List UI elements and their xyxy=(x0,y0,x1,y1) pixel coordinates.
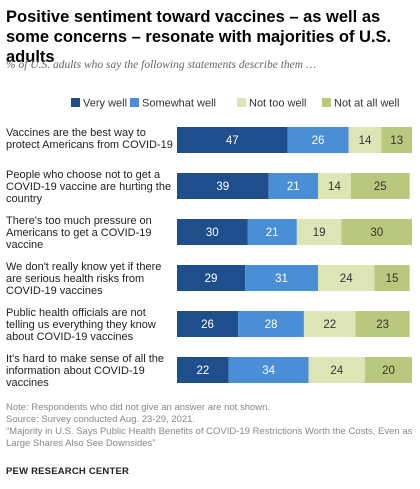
data-label: 22 xyxy=(323,319,336,331)
data-label: 23 xyxy=(376,319,389,331)
bar-segment xyxy=(296,219,342,245)
chart-subtitle: % of U.S. adults who say the following s… xyxy=(6,59,317,71)
bar-segment xyxy=(177,357,229,383)
bar-segment xyxy=(348,127,382,153)
category-label: People who choose not to get a COVID-19 v… xyxy=(6,169,171,205)
data-label: 34 xyxy=(262,365,275,377)
legend-label: Somewhat well xyxy=(142,98,216,110)
data-label: 20 xyxy=(382,365,395,377)
data-label: 24 xyxy=(340,273,353,285)
data-label: 29 xyxy=(205,273,218,285)
data-label: 22 xyxy=(196,365,209,377)
bar-segment xyxy=(228,357,309,383)
bar-segment xyxy=(247,219,297,245)
data-label: 30 xyxy=(370,227,383,239)
bar-segment xyxy=(287,127,349,153)
bar-segment xyxy=(308,357,365,383)
data-label: 28 xyxy=(265,319,278,331)
bar-segment xyxy=(318,173,351,199)
footer-report: “Majority in U.S. Says Public Health Ben… xyxy=(6,426,413,449)
bar-segment xyxy=(350,173,410,199)
legend-label: Very well xyxy=(83,98,127,110)
stacked-bar-chart: Very well Somewhat well Not too well Not at… xyxy=(6,98,412,389)
chart-title: Positive sentiment toward vaccines – as … xyxy=(6,8,392,66)
bar-segment xyxy=(303,311,356,337)
data-label: 21 xyxy=(266,227,279,239)
data-label: 14 xyxy=(328,181,341,193)
data-label: 25 xyxy=(374,181,387,193)
bar-segment xyxy=(177,265,246,291)
legend-swatch xyxy=(130,98,139,107)
bar-segment xyxy=(381,127,412,153)
footer-source: Source: Survey conducted Aug. 23-29, 202… xyxy=(6,414,196,425)
data-label: 47 xyxy=(226,135,239,147)
bar-segment xyxy=(245,265,318,291)
data-label: 13 xyxy=(390,135,403,147)
legend-label: Not too well xyxy=(249,98,306,110)
data-label: 21 xyxy=(287,181,300,193)
bar-segment xyxy=(355,311,410,337)
category-label: Public health officials are not telling u… xyxy=(6,307,156,343)
bar-segment xyxy=(177,173,269,199)
bar-segment xyxy=(177,219,248,245)
bar-segment xyxy=(365,357,412,383)
legend-label: Not at all well xyxy=(334,98,399,110)
data-label: 26 xyxy=(201,319,214,331)
data-label: 30 xyxy=(206,227,219,239)
category-label: There's too much pressure on Americans to… xyxy=(6,215,152,251)
bar-segment xyxy=(238,311,304,337)
data-label: 15 xyxy=(386,273,399,285)
legend-swatch xyxy=(71,98,80,107)
legend-swatch xyxy=(322,98,331,107)
data-label: 31 xyxy=(275,273,288,285)
bar-segment xyxy=(177,127,288,153)
bar-segment xyxy=(341,219,412,245)
bar-segment xyxy=(374,265,410,291)
bar-segment xyxy=(177,311,239,337)
category-label: Vaccines are the best way to protect Amer… xyxy=(6,127,173,151)
footer-note: Note: Respondents who did not give an an… xyxy=(6,402,271,413)
data-label: 26 xyxy=(312,135,325,147)
data-label: 39 xyxy=(216,181,229,193)
data-label: 14 xyxy=(359,135,372,147)
category-label: We don't really know yet if there are ser… xyxy=(6,261,161,297)
legend-swatch xyxy=(237,98,246,107)
category-label: It's hard to make sense of all the inform… xyxy=(6,353,164,389)
bar-segment xyxy=(268,173,318,199)
data-label: 24 xyxy=(330,365,343,377)
data-label: 19 xyxy=(313,227,326,239)
bar-segment xyxy=(318,265,375,291)
brand-label: PEW RESEARCH CENTER xyxy=(6,466,130,477)
